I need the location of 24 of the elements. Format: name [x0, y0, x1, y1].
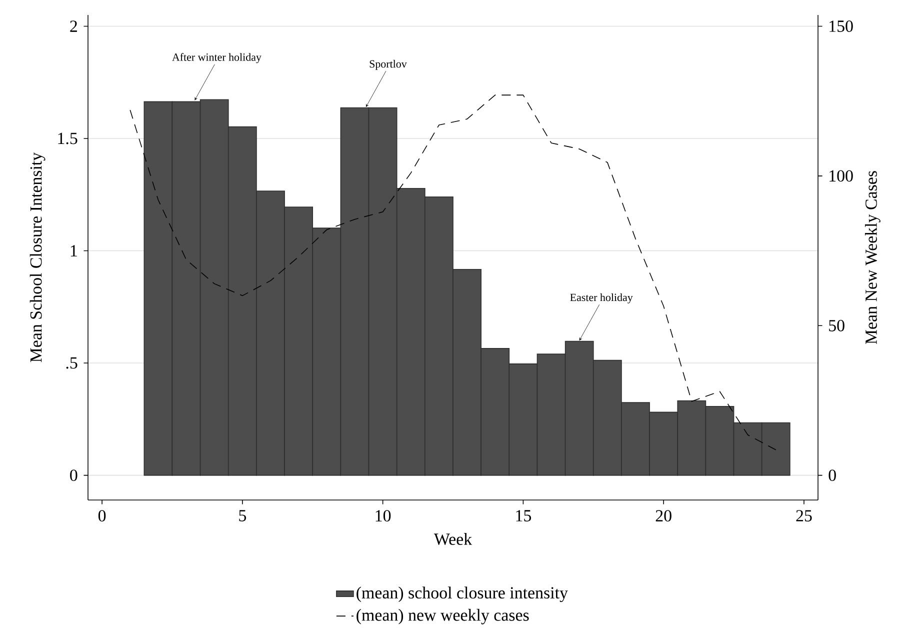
y2-axis-title: Mean New Weekly Cases: [865, 171, 880, 344]
annotation: Easter holiday: [570, 293, 633, 304]
x-tick-label: 0: [98, 510, 106, 522]
x-tick-label: 5: [239, 510, 246, 522]
y2-tick-label: 150: [830, 20, 853, 32]
y-axis-title: Mean School Closure Intensity: [30, 152, 46, 362]
x-tick-label: 15: [516, 510, 532, 522]
x-tick-label: 25: [796, 510, 812, 522]
y-tick-label: 2: [70, 20, 77, 32]
legend-label: (mean) new weekly cases: [356, 608, 529, 624]
x-tick-label: 10: [376, 510, 391, 522]
y2-tick-label: 50: [829, 320, 844, 332]
x-tick-label: 20: [656, 510, 672, 522]
y-tick-label: 1: [70, 245, 77, 256]
annotation: Sportlov: [370, 60, 407, 70]
y2-tick-label: 0: [828, 470, 836, 482]
y2-tick-label: 100: [830, 170, 853, 182]
legend-label: (mean) school closure intensity: [356, 586, 568, 602]
annotation: After winter holiday: [172, 53, 262, 64]
line-series: [130, 94, 776, 450]
y-tick-label: 1.5: [58, 132, 78, 144]
y-tick-label: 0: [70, 470, 78, 482]
y-tick-label: .5: [66, 357, 78, 369]
x-axis-title: Week: [434, 533, 472, 546]
